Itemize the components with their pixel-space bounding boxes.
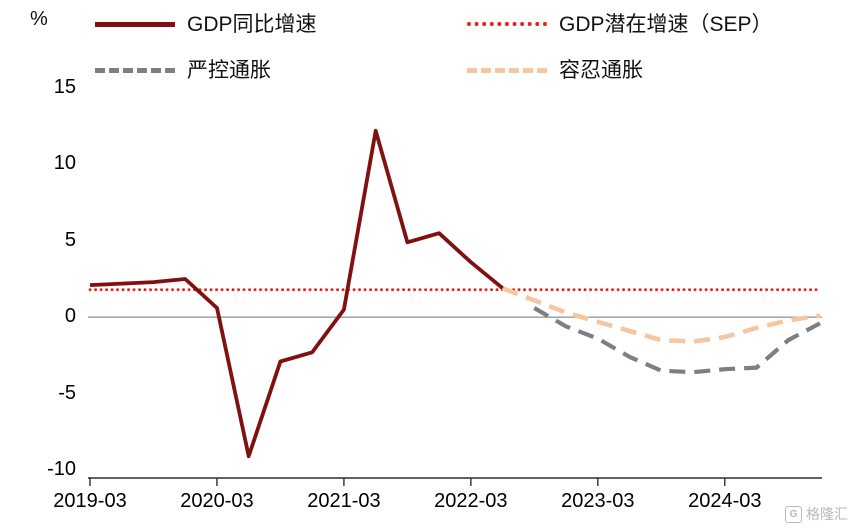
legend-label: 容忍通胀 [559,58,643,82]
y-tick-label: 5 [64,228,76,251]
x-tick-label: 2020-03 [180,490,254,512]
series-line-solid [89,128,504,459]
legend-item-2: GDP潜在增速（SEP） [467,10,825,38]
y-axis-unit-label: % [30,8,48,30]
legend-swatch-dashed-line [467,67,547,73]
y-tick-label: 10 [53,152,76,175]
legend-swatch-dotted-line [467,22,547,26]
gelonghui-logo-icon: G [785,505,802,523]
legend-label: GDP同比增速 [187,12,317,36]
watermark: G 格隆汇 [785,504,848,524]
legend-item-3: 严控通胀 [95,56,467,84]
x-tick-label: 2024-03 [688,490,762,512]
legend-item-1: GDP同比增速 [95,10,467,38]
legend: GDP同比增速 GDP潜在增速（SEP） 严控通胀 容忍通胀 [95,10,825,84]
x-tick-label: 2023-03 [561,490,635,512]
x-tick-label: 2022-03 [434,490,508,512]
legend-swatch-dashed-line [95,67,175,73]
x-tick-label: 2021-03 [307,490,381,512]
legend-item-4: 容忍通胀 [467,56,825,84]
series-line-dashed [533,306,821,375]
series-line-dashed [501,286,821,344]
x-tick-label: 2019-03 [53,490,127,512]
watermark-text: 格隆汇 [806,506,848,522]
y-tick-label: -10 [47,458,76,480]
y-tick-label: -5 [58,381,76,404]
legend-label: 严控通胀 [187,58,271,82]
y-tick-label: 0 [64,305,76,328]
y-tick-label: 15 [53,76,76,98]
legend-label: GDP潜在增速（SEP） [559,12,773,36]
legend-swatch-solid-line [95,21,175,27]
